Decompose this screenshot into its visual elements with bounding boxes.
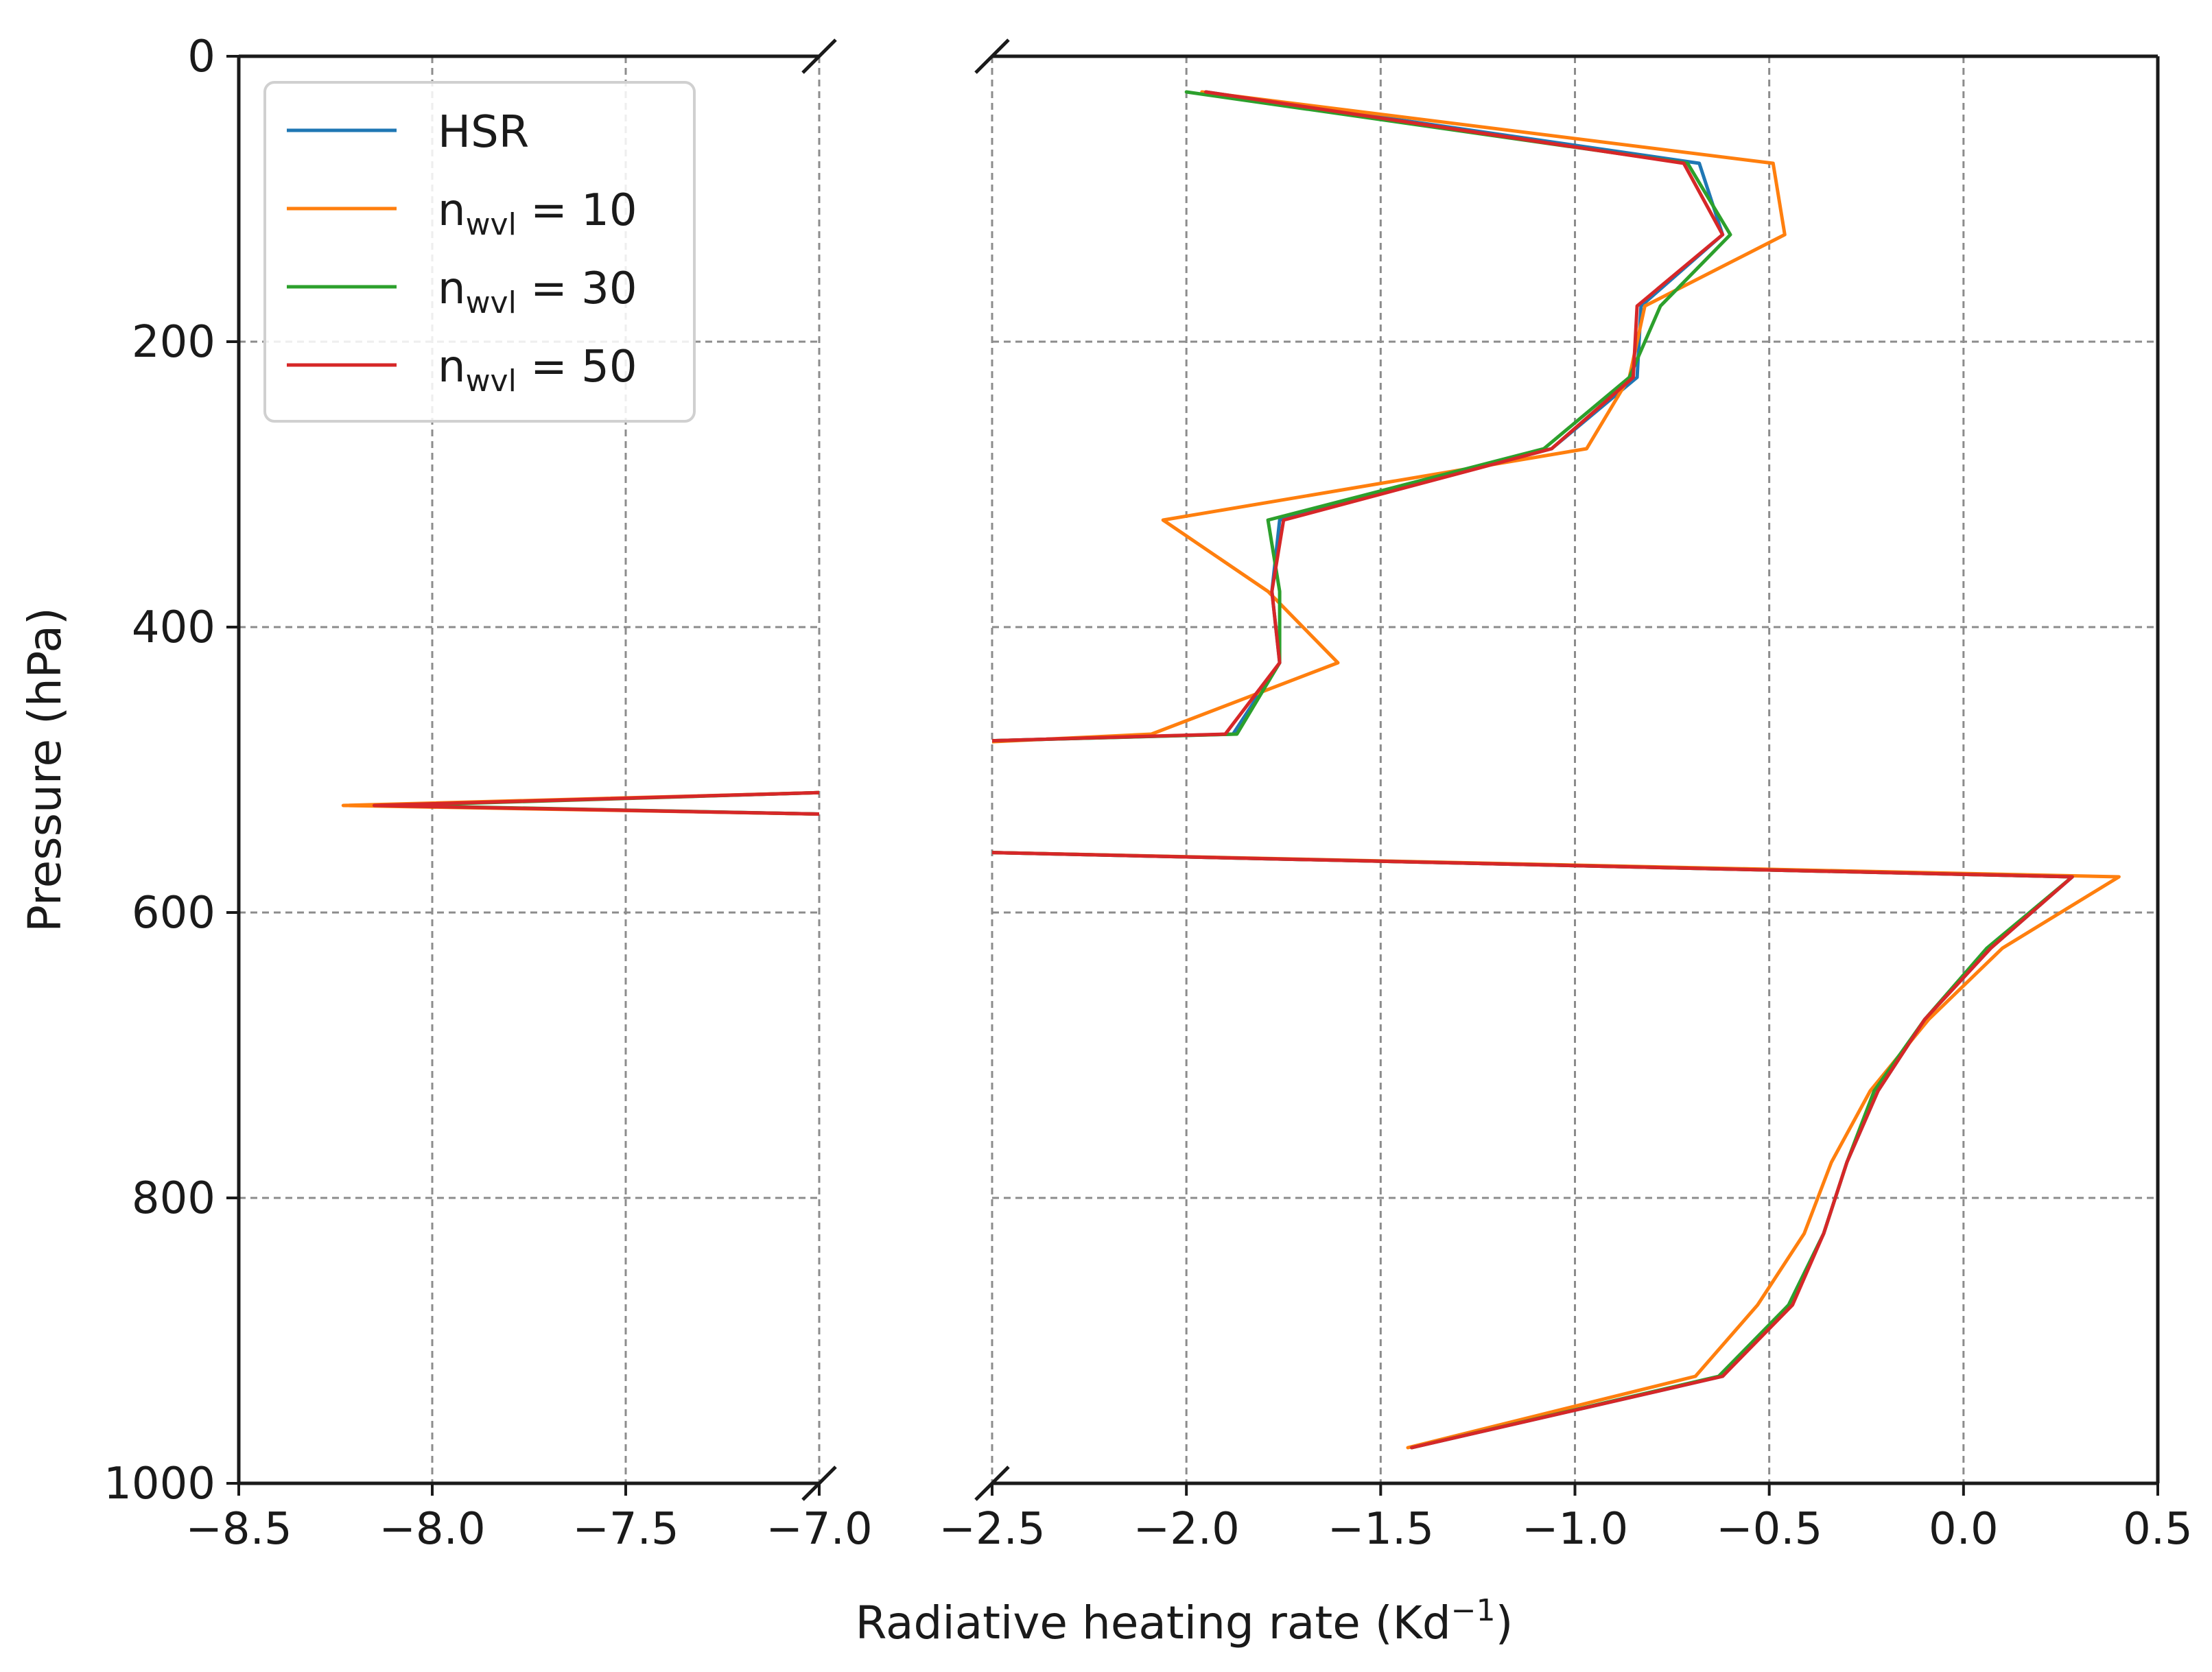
- legend-label-value: = 10: [517, 185, 637, 236]
- series-line-n50: [372, 790, 819, 816]
- axis-break-mark: [974, 38, 1010, 74]
- x-tick-label: 0.5: [2123, 1504, 2193, 1555]
- x-tick-label: −7.0: [766, 1504, 872, 1555]
- legend-label-hsr: HSR: [438, 107, 529, 158]
- y-tick-label: 800: [132, 1173, 215, 1224]
- legend-label-value: = 50: [517, 342, 637, 392]
- x-tick-label: 0.0: [1929, 1504, 1999, 1555]
- y-tick-label: 200: [132, 317, 215, 368]
- ticks-layer: −8.5 −8.0 −7.5 −7.0 −2.5 −2.0 −1.5 −1.0 −0.5 0.0 0…: [104, 32, 2193, 1555]
- x-tick-label: −2.0: [1133, 1504, 1239, 1555]
- legend-label-n50: nwvl = 50: [438, 342, 637, 399]
- y-axis-title: Pressure (hPa): [19, 607, 71, 932]
- x-axis-title: Radiative heating rate (Kd−1): [856, 1593, 1514, 1649]
- legend-label-subscript: wvl: [466, 364, 517, 399]
- legend-label-base: n: [438, 185, 466, 236]
- legend-label-n30: nwvl = 30: [438, 263, 637, 320]
- x-tick-label: −1.0: [1522, 1504, 1628, 1555]
- y-tick-label: 1000: [104, 1459, 215, 1509]
- legend-label-base: n: [438, 263, 466, 314]
- series-layer: [341, 90, 2121, 1450]
- x-tick-label: −7.5: [572, 1504, 679, 1555]
- y-tick-label: 400: [132, 602, 215, 653]
- series-group-right: [992, 90, 2121, 1450]
- axis-break-mark: [801, 38, 837, 74]
- x-axis-title-suffix: ): [1496, 1597, 1514, 1649]
- x-axis-title-main: Radiative heating rate (Kd: [856, 1597, 1451, 1649]
- x-tick-label: −8.0: [379, 1504, 485, 1555]
- legend-box: [263, 81, 696, 423]
- y-tick-label: 0: [187, 32, 215, 82]
- legend-label-subscript: wvl: [466, 285, 517, 320]
- series-group-left: [341, 790, 819, 816]
- x-tick-label: −8.5: [185, 1504, 292, 1555]
- y-tick-label: 600: [132, 888, 215, 939]
- x-axis-title-superscript: −1: [1451, 1593, 1496, 1628]
- series-line-n50: [992, 90, 2074, 1450]
- legend-label-subscript: wvl: [466, 207, 517, 242]
- legend-label-n10: nwvl = 10: [438, 185, 637, 242]
- legend-label-base: n: [438, 342, 466, 392]
- series-line-n10: [992, 90, 2121, 1450]
- legend-label-value: = 30: [517, 263, 637, 314]
- x-tick-label: −1.5: [1328, 1504, 1434, 1555]
- x-tick-label: −2.5: [939, 1504, 1045, 1555]
- x-tick-label: −0.5: [1716, 1504, 1822, 1555]
